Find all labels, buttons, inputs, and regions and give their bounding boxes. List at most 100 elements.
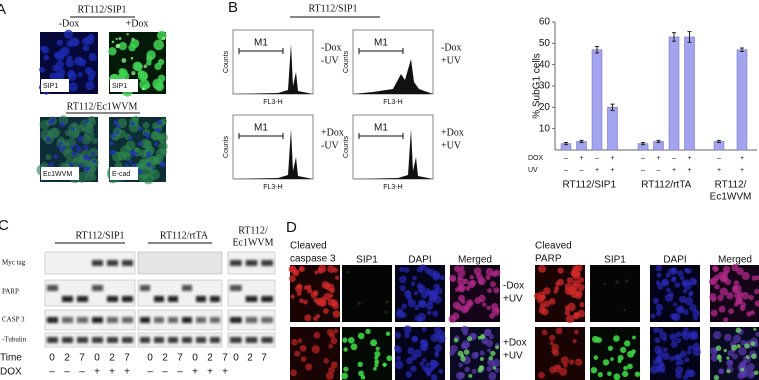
cell <box>627 363 633 370</box>
time-value: 7 <box>177 353 183 364</box>
blot-strip <box>227 279 276 307</box>
cell <box>139 79 150 90</box>
cell <box>738 347 747 356</box>
blot-band <box>122 317 133 323</box>
cell <box>686 350 692 355</box>
cell <box>118 41 128 51</box>
cell <box>59 141 63 145</box>
cell <box>668 267 675 275</box>
cell <box>59 122 65 128</box>
blot-band <box>47 317 58 323</box>
blot-band <box>245 337 258 343</box>
cell <box>128 136 133 141</box>
cell <box>439 335 446 342</box>
cell <box>291 339 298 346</box>
cell <box>557 278 564 286</box>
cell <box>413 291 419 296</box>
cell <box>111 40 115 44</box>
cell <box>73 123 80 130</box>
cell <box>155 82 164 92</box>
cell <box>623 365 628 371</box>
cell <box>461 340 471 349</box>
cell <box>733 280 740 286</box>
cell <box>490 350 496 357</box>
micrograph <box>448 265 501 323</box>
cell <box>56 39 64 46</box>
cell <box>297 338 303 343</box>
cell <box>395 355 401 361</box>
cell <box>43 54 49 61</box>
blot-band <box>261 337 273 343</box>
cell <box>469 274 475 280</box>
uv-sign: + <box>740 167 744 174</box>
cell <box>753 370 759 376</box>
cell <box>712 265 719 272</box>
cell <box>421 327 427 332</box>
cell <box>726 292 734 300</box>
row-label: PARP <box>2 288 19 296</box>
dox-sign: + <box>109 367 115 378</box>
image-label: Ec1WVM <box>43 171 72 178</box>
cell <box>328 344 334 349</box>
cell <box>405 371 413 378</box>
cell <box>724 333 732 342</box>
cell <box>670 340 678 348</box>
column-header: Merged <box>458 255 492 266</box>
cell <box>357 332 365 340</box>
cell <box>45 154 52 161</box>
cell <box>294 350 301 357</box>
blot-band <box>92 317 103 323</box>
cell <box>675 360 681 366</box>
blot-band <box>77 337 88 343</box>
cell <box>682 288 688 294</box>
cell <box>407 347 415 355</box>
micrograph <box>590 265 640 322</box>
cell <box>607 371 612 377</box>
axis-label: FL3-H <box>263 99 282 106</box>
cell <box>478 294 486 303</box>
cell <box>416 282 423 289</box>
cell <box>634 371 641 377</box>
cell <box>679 275 685 281</box>
group-label: RT112/rtTA <box>641 180 691 191</box>
cell <box>432 310 439 317</box>
blot-band <box>107 296 118 302</box>
cell <box>684 357 690 363</box>
cell <box>422 358 427 363</box>
condition-label: -UV <box>321 55 340 66</box>
cell <box>357 301 361 305</box>
cell <box>410 365 417 372</box>
image-background <box>342 327 392 380</box>
cell <box>85 36 94 45</box>
cell <box>482 340 488 345</box>
cell <box>87 75 95 82</box>
cell <box>549 366 557 374</box>
cell <box>115 130 120 135</box>
condition-label: +Dox <box>503 338 527 349</box>
cell <box>710 277 718 285</box>
cell <box>741 271 750 281</box>
cell <box>374 351 381 357</box>
condition-label: -Dox <box>59 18 80 29</box>
row-label: Myc tag <box>2 259 26 267</box>
cell <box>439 275 445 281</box>
cell <box>731 353 739 360</box>
cell <box>491 303 499 311</box>
cell <box>568 286 577 295</box>
cell <box>130 121 135 126</box>
uv-sign: + <box>595 167 599 174</box>
cell <box>593 355 599 360</box>
cell <box>665 272 671 278</box>
uv-sign: – <box>580 167 584 174</box>
cell <box>421 345 426 351</box>
plot-frame <box>352 114 434 180</box>
cell <box>82 126 89 133</box>
cell <box>412 335 418 342</box>
cell <box>299 344 307 352</box>
cell <box>710 296 717 302</box>
cell <box>573 312 579 317</box>
cell <box>295 284 303 293</box>
cell <box>458 285 466 293</box>
cell <box>676 305 685 314</box>
dox-sign: + <box>687 155 691 162</box>
